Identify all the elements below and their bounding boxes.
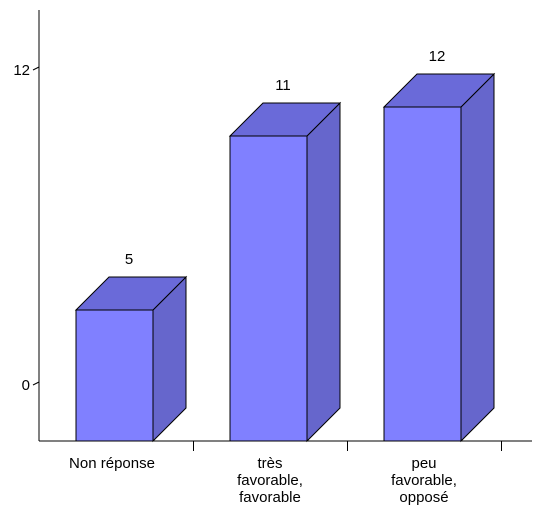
category-label: très — [257, 455, 282, 472]
bar-front-face — [383, 106, 462, 442]
y-tick-label: 0 — [22, 377, 30, 394]
y-tick — [32, 66, 40, 71]
y-tick-label: 12 — [13, 62, 30, 79]
data-labels: 5 11 12 — [125, 48, 446, 268]
x-axis-ticks — [193, 441, 502, 451]
category-label: peu — [411, 455, 436, 472]
data-label: 11 — [275, 77, 291, 94]
bar-side-face — [306, 101, 341, 443]
category-label: Non réponse — [69, 455, 155, 472]
bar — [382, 72, 496, 443]
y-axis-ticks: 0 12 — [13, 62, 40, 394]
category-label: favorable — [239, 489, 301, 506]
category-label: favorable, — [237, 472, 303, 489]
data-label: 5 — [125, 251, 133, 268]
category-label: favorable, — [391, 472, 457, 489]
bar-side-face — [460, 72, 495, 443]
bar — [228, 101, 342, 443]
bar-front-face — [75, 309, 154, 442]
category-label: opposé — [399, 489, 448, 506]
y-tick — [32, 381, 40, 386]
data-label: 12 — [429, 48, 446, 65]
category-labels: Non réponse trèsfavorable,favorablepeufav… — [69, 455, 457, 506]
bars — [74, 72, 496, 443]
bar-front-face — [229, 135, 308, 442]
bar — [74, 275, 188, 443]
